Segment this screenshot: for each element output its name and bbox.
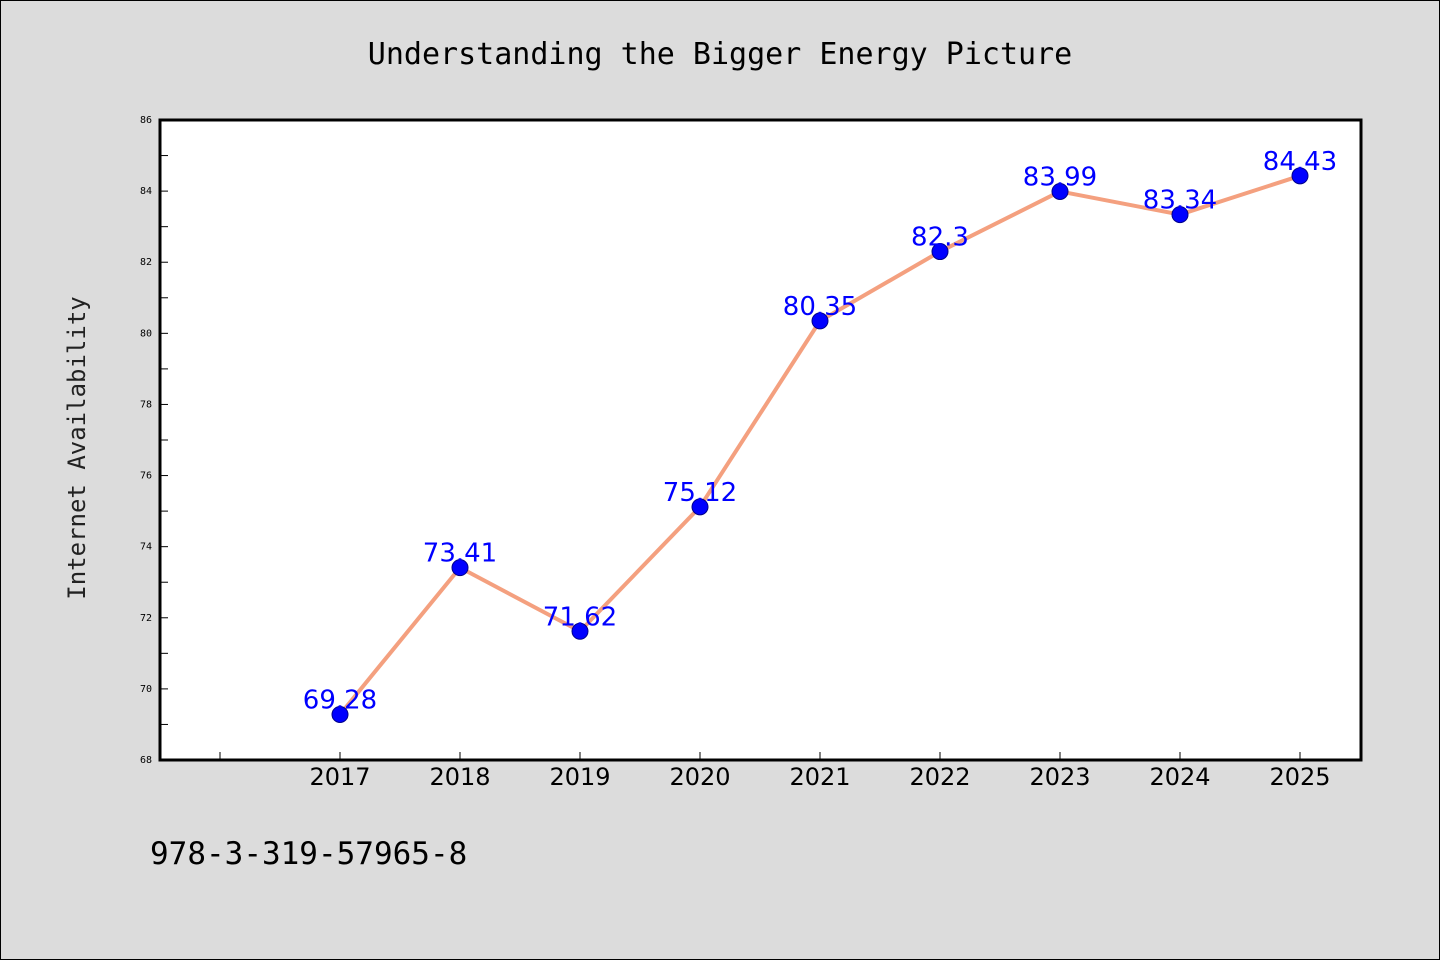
x-tick-label: 2017	[309, 763, 370, 791]
data-label: 84.43	[1263, 147, 1337, 177]
y-tick-label: 76	[140, 471, 152, 482]
x-tick-label: 2019	[549, 763, 610, 791]
y-axis-ticks: 68 70 72 74 76 78 80 82 84 86	[140, 115, 168, 766]
data-label: 83.99	[1023, 162, 1097, 192]
y-axis-label: Internet Availability	[63, 296, 91, 599]
data-point	[811, 312, 829, 330]
y-tick-label: 82	[140, 257, 152, 268]
x-axis-ticks: 2017 2018 2019 2020 2021 2022 2023 2024 2025	[219, 752, 1331, 791]
data-point	[1171, 206, 1189, 224]
data-point	[1051, 182, 1069, 200]
x-tick-label: 2023	[1029, 763, 1090, 791]
y-tick-label: 84	[140, 186, 152, 197]
x-tick-label: 2025	[1269, 763, 1330, 791]
data-label: 73.41	[423, 539, 497, 569]
y-tick-label: 78	[140, 399, 152, 410]
y-tick-label: 70	[140, 684, 152, 695]
data-point	[451, 559, 469, 577]
y-tick-label: 74	[140, 542, 152, 553]
data-point	[931, 243, 949, 261]
y-tick-label: 80	[140, 328, 152, 339]
x-tick-label: 2018	[429, 763, 490, 791]
data-point	[691, 498, 709, 516]
x-tick-label: 2020	[669, 763, 730, 791]
y-tick-label: 72	[140, 613, 152, 624]
data-label: 82.3	[911, 223, 969, 253]
data-point	[1291, 167, 1309, 185]
chart-title: Understanding the Bigger Energy Picture	[368, 37, 1072, 72]
data-label: 71.62	[543, 602, 617, 632]
data-label: 69.28	[303, 685, 377, 715]
plot-area	[158, 118, 1363, 762]
data-point	[331, 705, 349, 723]
data-point	[571, 622, 589, 640]
data-label: 80.35	[783, 292, 857, 322]
data-label: 83.34	[1143, 186, 1217, 216]
x-tick-label: 2021	[789, 763, 850, 791]
footer-code: 978-3-319-57965-8	[150, 836, 467, 872]
y-tick-label: 68	[140, 755, 152, 766]
x-tick-label: 2024	[1149, 763, 1210, 791]
x-tick-label: 2022	[909, 763, 970, 791]
data-label: 75.12	[663, 478, 737, 508]
y-tick-label: 86	[140, 115, 152, 126]
series-group: 69.28 73.41 71.62 75.12 80.35 82.3 83.99 83.34 8…	[303, 147, 1337, 723]
